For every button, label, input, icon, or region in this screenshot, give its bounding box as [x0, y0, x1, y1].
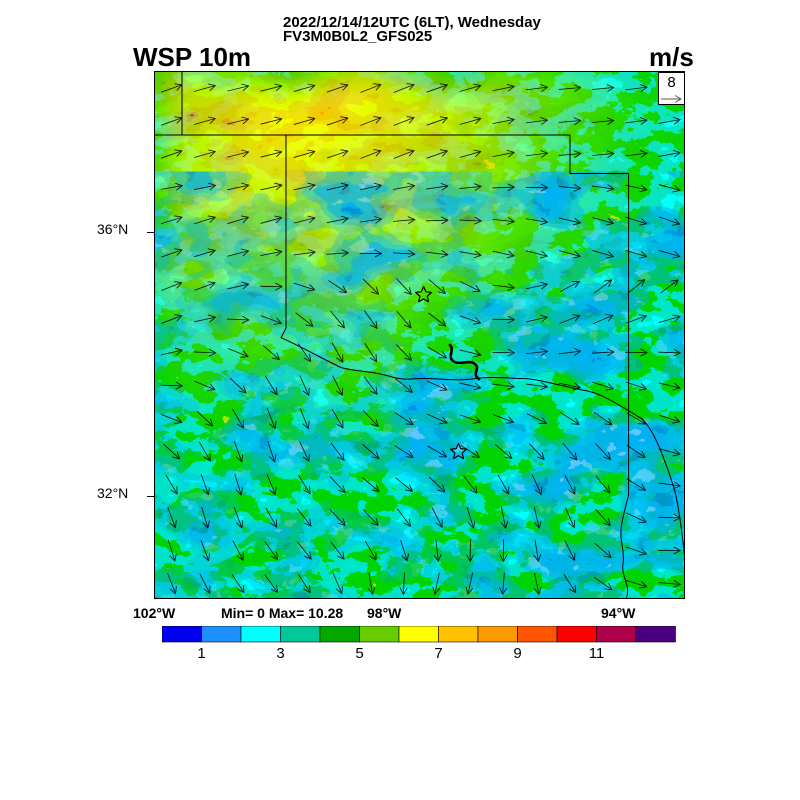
svg-text:11: 11: [589, 645, 605, 662]
svg-text:9: 9: [513, 645, 521, 662]
svg-text:7: 7: [434, 645, 442, 662]
svg-text:1: 1: [197, 645, 205, 662]
svg-text:3: 3: [276, 645, 284, 662]
svg-text:5: 5: [355, 645, 363, 662]
